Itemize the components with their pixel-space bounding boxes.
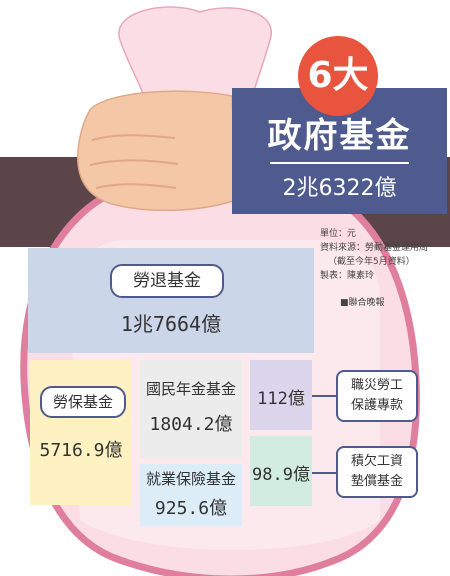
- fund-value: 5716.9億: [39, 440, 123, 461]
- headline: 政府基金: [267, 116, 412, 156]
- fund-value: 925.6億: [154, 498, 228, 519]
- count-badge: 6大: [298, 36, 378, 116]
- fund-value: 1兆7664億: [120, 312, 222, 336]
- source-date-note: （截至今年5月資料）: [328, 257, 415, 267]
- fund-name: 勞退基金: [110, 264, 224, 298]
- connector-line: [312, 395, 336, 397]
- fund-value: 112億: [257, 389, 305, 409]
- fund-name: 國民年金基金: [145, 380, 236, 398]
- fund-block-employment-insurance: 就業保險基金 925.6億: [140, 464, 242, 526]
- fund-name-wage-arrears: 積欠工資 墊償基金: [336, 446, 418, 498]
- connector-line: [312, 472, 336, 474]
- fund-name-occupational-injury: 職災勞工 保護專款: [336, 370, 418, 422]
- fund-block-labor-insurance: 勞保基金 5716.9億: [30, 360, 132, 505]
- fund-value: 1804.2億: [149, 414, 233, 435]
- publisher-credit: ■聯合晚報: [340, 298, 385, 308]
- source-note: 資料來源：勞動基金運用局: [320, 243, 429, 253]
- fund-block-labor-pension: 勞退基金 1兆7664億: [28, 248, 314, 353]
- fund-block-national-pension: 國民年金基金 1804.2億: [140, 360, 242, 458]
- fund-name: 勞保基金: [40, 386, 126, 418]
- fund-block-occupational-injury: 112億: [250, 360, 312, 430]
- hand-icon: [77, 90, 237, 212]
- total-amount: 2兆6322億: [282, 176, 397, 201]
- unit-note: 單位：元: [320, 229, 357, 239]
- fund-block-wage-arrears: 98.9億: [250, 436, 312, 506]
- divider: [270, 162, 409, 164]
- chart-credit: 製表：陳素玲: [320, 271, 375, 281]
- fund-value: 98.9億: [252, 465, 310, 485]
- fund-name: 就業保險基金: [145, 470, 236, 488]
